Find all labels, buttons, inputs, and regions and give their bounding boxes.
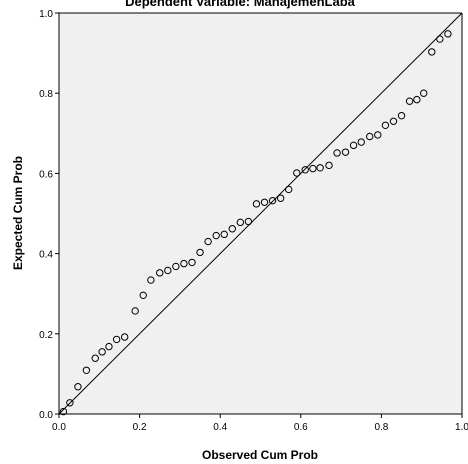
data-point (252, 200, 261, 208)
x-tick-label: 0.0 (52, 422, 66, 433)
data-point (180, 259, 188, 268)
data-point (139, 291, 147, 300)
data-point (444, 30, 452, 38)
y-ticks: 0.0 0.2 0.4 0.6 0.8 1.0 (39, 9, 59, 421)
data-point (91, 354, 99, 362)
data-point (244, 217, 253, 226)
data-point (131, 307, 139, 315)
x-tick-label: 0.2 (133, 422, 147, 433)
data-point (268, 196, 277, 205)
data-point (260, 198, 269, 206)
data-point (357, 138, 365, 146)
x-tick-label: 0.8 (374, 422, 388, 433)
data-point (436, 35, 444, 43)
data-point (147, 276, 155, 284)
data-point (285, 185, 293, 194)
data-point (120, 333, 129, 341)
data-point (374, 131, 382, 139)
data-point (204, 237, 212, 246)
data-point (188, 258, 196, 267)
data-point (74, 383, 82, 391)
data-point (341, 148, 350, 156)
data-point (413, 95, 421, 104)
y-tick-label: 0.4 (39, 250, 53, 261)
x-tick-label: 0.4 (213, 422, 227, 433)
y-tick-label: 0.8 (39, 89, 53, 100)
x-ticks: 0.0 0.2 0.4 0.6 0.8 1.0 (52, 414, 468, 433)
data-point (276, 194, 285, 202)
data-point (397, 111, 406, 120)
data-point (389, 117, 398, 125)
data-point (236, 218, 245, 227)
data-point (325, 161, 333, 170)
plot-frame (58, 12, 463, 415)
y-tick-label: 0.0 (39, 410, 53, 421)
data-point (172, 262, 180, 271)
data-point (405, 97, 414, 105)
data-point (293, 169, 301, 177)
data-points (59, 30, 452, 416)
data-point (349, 141, 358, 150)
x-axis-label: Observed Cum Prob (202, 448, 318, 462)
y-tick-label: 1.0 (39, 9, 53, 20)
data-point (196, 248, 204, 257)
data-point (164, 266, 172, 275)
y-tick-label: 0.2 (39, 330, 53, 341)
data-point (333, 149, 341, 157)
reference-line (58, 12, 463, 415)
data-point (59, 407, 68, 416)
data-point (301, 166, 309, 174)
data-point (428, 48, 436, 56)
data-point (366, 132, 374, 141)
y-tick-label: 0.6 (39, 169, 53, 180)
data-point (309, 164, 317, 173)
data-point (381, 121, 390, 129)
data-point (420, 89, 428, 97)
data-point (316, 164, 324, 172)
data-point (82, 366, 91, 374)
data-point (98, 348, 106, 356)
data-point (105, 342, 113, 351)
data-point (228, 225, 236, 233)
y-axis-label: Expected Cum Prob (11, 156, 25, 270)
data-point (212, 231, 220, 240)
data-point (112, 335, 121, 344)
data-point (156, 269, 164, 277)
data-point (66, 399, 74, 407)
x-tick-label: 1.0 (455, 422, 468, 433)
x-tick-label: 0.6 (294, 422, 308, 433)
data-point (220, 230, 228, 239)
chart-title: Dependent Variable: ManajemenLaba (125, 0, 356, 9)
